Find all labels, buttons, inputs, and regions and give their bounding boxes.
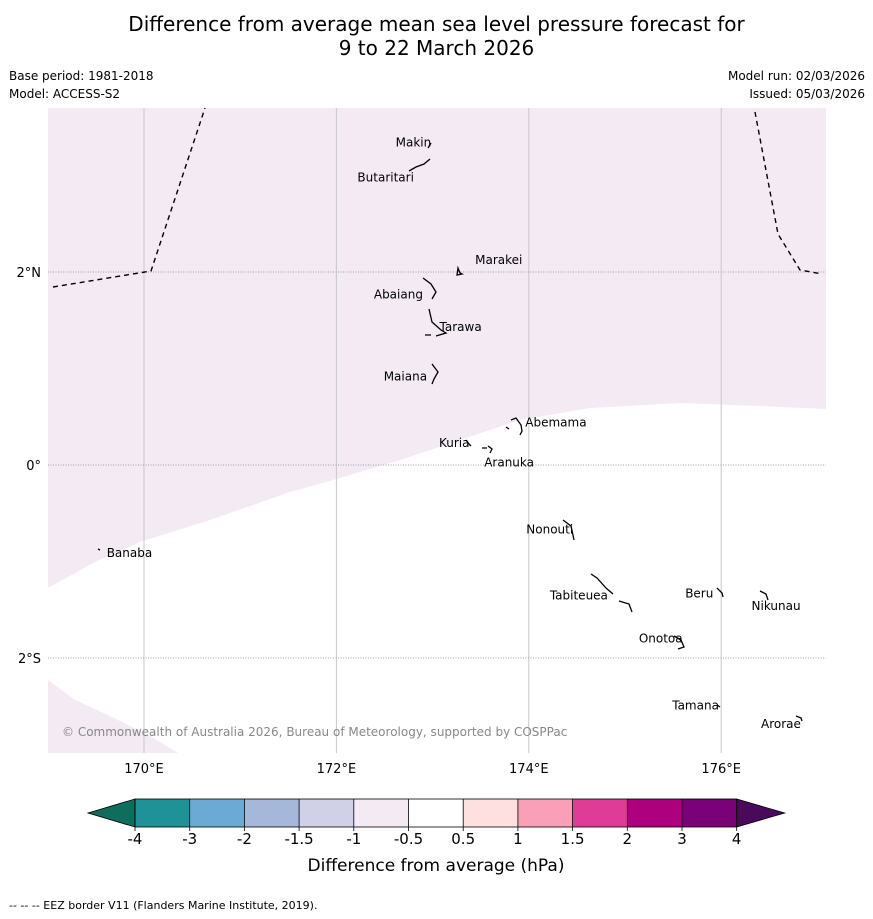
colorbar-label: Difference from average (hPa) [308, 856, 565, 876]
nonouti-outline [562, 519, 575, 541]
colorbar-swatch [135, 799, 190, 827]
island-label: Arorae [761, 717, 801, 731]
colorbar-swatch [682, 799, 737, 827]
colorbar-tick-label: -3 [182, 830, 197, 848]
colorbar-tick-label: 0.5 [451, 830, 475, 848]
maiana-outline [431, 363, 439, 385]
colorbar-tick-label: 3 [677, 830, 687, 848]
colorbar-swatch [299, 799, 354, 827]
graticule [48, 108, 826, 753]
island-label: Tabiteuea [549, 588, 608, 602]
island-label: Tarawa [439, 320, 482, 334]
issued-date: Issued: 05/03/2026 [749, 87, 865, 101]
colorbar-swatch [463, 799, 518, 827]
run-info: Model run: 02/03/2026 Issued: 05/03/2026 [728, 67, 865, 103]
eez-border-east [754, 111, 823, 275]
copyright-notice: © Commonwealth of Australia 2026, Bureau… [62, 725, 567, 739]
colorbar-under-arrow [86, 798, 136, 828]
axis-labels: 170°E 172°E 174°E 176°E 2°N 0° 2°S [17, 266, 741, 777]
colorbar-tick-label: -0.5 [394, 830, 423, 848]
island-label: Maiana [384, 369, 427, 383]
beru-outline [716, 587, 724, 598]
colorbar-swatch [627, 799, 682, 827]
pressure-anomaly-region-southwest [48, 680, 178, 753]
tamana-outline [716, 704, 721, 708]
latitude-label: 2°S [18, 652, 41, 667]
longitude-label: 172°E [317, 762, 357, 777]
island-label: Tamana [671, 698, 719, 712]
model-name: Model: ACCESS-S2 [9, 87, 121, 101]
eez-footnote: -- -- -- EEZ border V11 (Flanders Marine… [9, 899, 318, 912]
island-label: Aranuka [484, 456, 534, 470]
title-line-2: 9 to 22 March 2026 [338, 36, 535, 60]
colorbar-swatch [572, 799, 628, 827]
island-label: Marakei [475, 253, 522, 267]
island-outlines [97, 142, 803, 722]
eez-border-west [52, 108, 206, 288]
banaba-outline [97, 548, 101, 551]
abemama-outline [505, 417, 523, 436]
tabiteuea-outline [590, 573, 633, 613]
colorbar-tick-label: -2 [237, 830, 252, 848]
colorbar-tick-label: 1.5 [561, 830, 585, 848]
colorbar-swatch [189, 799, 245, 827]
colorbar-tick-label: 4 [732, 830, 742, 848]
island-label: Kuria [439, 436, 470, 450]
colorbar-swatch [244, 799, 300, 827]
colorbar-swatch [353, 799, 409, 827]
island-label: Banaba [107, 546, 153, 560]
nikunau-outline [759, 590, 769, 601]
island-label: Nonouti [526, 523, 573, 537]
marakei-outline [456, 265, 464, 276]
kuria-outline [465, 439, 472, 447]
tarawa-outline [425, 308, 448, 337]
colorbar-over-arrow [736, 798, 787, 828]
map-title: Difference from average mean sea level p… [0, 12, 873, 60]
base-period: Base period: 1981-2018 [9, 69, 154, 83]
colorbar-tick-label: -4 [128, 830, 143, 848]
island-labels: Makin Butaritari Marakei Abaiang Tarawa Maian… [107, 136, 801, 731]
colorbar-tick-label: -1.5 [284, 830, 313, 848]
island-label: Makin [396, 136, 432, 150]
latitude-label: 2°N [17, 266, 42, 281]
butaritari-outline [408, 158, 431, 172]
colorbar-tick-label: -1 [346, 830, 361, 848]
island-label: Nikunau [752, 599, 801, 613]
makin-outline [427, 142, 432, 149]
colorbar-tick-label: 2 [623, 830, 633, 848]
island-label: Abaiang [374, 287, 423, 301]
colorbar-tick-label: 1 [513, 830, 523, 848]
island-label: Butaritari [357, 171, 414, 185]
longitude-label: 176°E [701, 762, 741, 777]
abaiang-outline [422, 277, 437, 300]
colorbar-swatch [408, 799, 464, 827]
longitude-label: 170°E [124, 762, 164, 777]
colorbar: -4 -3 -2 -1.5 -1 -0.5 0.5 1 1.5 2 3 4 [86, 798, 787, 848]
title-line-1: Difference from average mean sea level p… [128, 12, 745, 36]
model-info: Base period: 1981-2018 Model: ACCESS-S2 [9, 67, 154, 103]
island-label: Abemama [525, 415, 586, 429]
latitude-label: 0° [26, 459, 41, 474]
arorae-outline [795, 715, 803, 722]
longitude-label: 174°E [509, 762, 549, 777]
onotoa-outline [673, 635, 685, 650]
pressure-anomaly-region-north [48, 108, 826, 588]
island-label: Beru [685, 586, 713, 600]
model-run-date: Model run: 02/03/2026 [727, 69, 865, 83]
colorbar-swatch [517, 799, 573, 827]
aranuka-outline [482, 445, 493, 454]
island-label: Onotoa [639, 632, 683, 646]
